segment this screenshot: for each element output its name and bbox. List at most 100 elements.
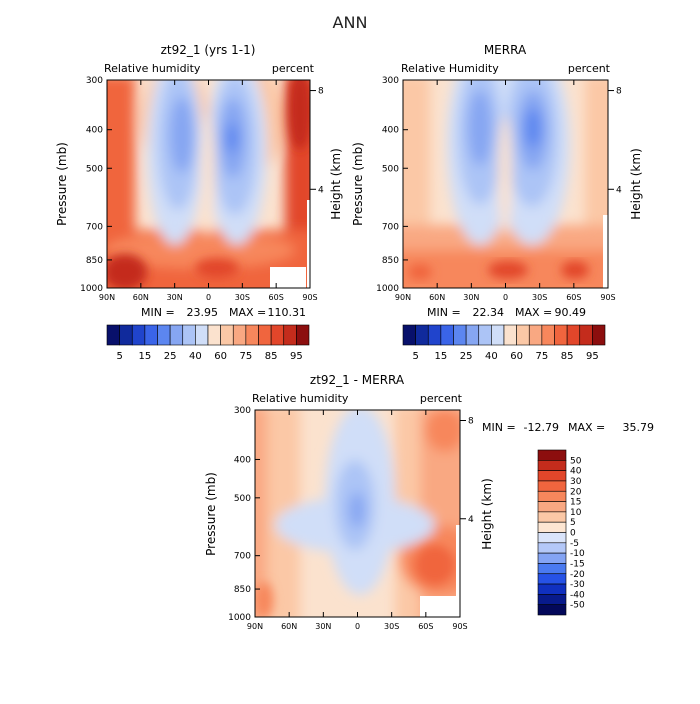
colorbar-swatch [537, 501, 567, 513]
x-tick-label: 90N [395, 293, 411, 302]
colorbar-swatch [537, 573, 567, 585]
y-axis-right-label: Height (km) [329, 148, 343, 219]
colorbar-label: -30 [570, 580, 585, 590]
contour-field [107, 80, 310, 288]
colorbar-label: 40 [189, 351, 202, 362]
colorbar-swatch [537, 542, 567, 554]
colorbar-label: 75 [536, 351, 549, 362]
colorbar-label: 25 [460, 351, 473, 362]
x-tick-label: 0 [355, 622, 360, 631]
x-tick-label: 60S [566, 293, 581, 302]
panel-title: zt92_1 - MERRA [310, 373, 405, 387]
colorbar-swatch [537, 521, 567, 533]
x-tick-label: 0 [206, 293, 211, 302]
colorbar-swatch [207, 324, 221, 346]
colorbar-label: 5 [570, 518, 576, 528]
units-label: percent [420, 392, 463, 405]
colorbar-label: 15 [435, 351, 448, 362]
contour-field [255, 410, 460, 617]
y-tick-label: 500 [86, 164, 103, 174]
y-tick-label: 500 [382, 164, 399, 174]
panel-difference: zt92_1 - MERRA Relative humidity percent [204, 373, 654, 631]
colorbar-swatch [537, 511, 567, 523]
colorbar-label: 60 [214, 351, 227, 362]
min-value: 22.34 [473, 306, 505, 319]
colorbar-swatch [427, 324, 442, 346]
y-tick-label: 850 [382, 256, 399, 266]
max-value: 35.79 [623, 421, 655, 434]
y-right-tick-label: 8 [468, 417, 474, 427]
max-label: MAX = [568, 421, 605, 434]
x-tick-label: 90S [452, 622, 467, 631]
colorbar-label: -50 [570, 601, 585, 611]
colorbar-swatch [537, 532, 567, 544]
colorbar-swatch [296, 324, 310, 346]
x-tick-label: 60N [429, 293, 445, 302]
y-tick-label: 1000 [228, 613, 251, 623]
colorbar-swatch [119, 324, 133, 346]
y-axis-label: Pressure (mb) [55, 142, 69, 226]
colorbar-swatch [592, 324, 606, 346]
y-right-tick-label: 4 [468, 515, 474, 525]
x-tick-label: 90S [600, 293, 615, 302]
colorbar-swatch [491, 324, 505, 346]
colorbar-label: 85 [265, 351, 278, 362]
colorbar-swatch [106, 324, 120, 346]
x-tick-label: 30S [235, 293, 250, 302]
x-tick-label: 30S [384, 622, 399, 631]
colorbar-swatch [169, 324, 184, 346]
colorbar-swatch [453, 324, 467, 346]
colorbar-label: 95 [586, 351, 599, 362]
colorbar-swatch [541, 324, 555, 346]
colorbar-label: -15 [570, 559, 585, 569]
colorbar-swatch [554, 324, 568, 346]
min-label: MIN = [427, 306, 461, 319]
y-axis-right-label: Height (km) [480, 478, 494, 549]
colorbar-swatch [440, 324, 454, 346]
min-value: -12.79 [524, 421, 559, 434]
colorbar-swatch [258, 324, 272, 346]
x-tick-label: 30N [167, 293, 183, 302]
colorbar-swatch [478, 324, 492, 346]
max-label: MAX = [229, 306, 266, 319]
colorbar-swatch [232, 324, 247, 346]
variable-label: Relative Humidity [401, 62, 499, 75]
colorbar-swatch [245, 324, 259, 346]
colorbar-label: 15 [139, 351, 152, 362]
x-tick-label: 60N [281, 622, 297, 631]
x-tick-label: 60N [133, 293, 149, 302]
colorbar-swatch [131, 324, 146, 346]
colorbar-label: 10 [570, 508, 582, 518]
colorbar-swatch [537, 583, 567, 595]
variable-label: Relative humidity [104, 62, 201, 75]
y-tick-label: 700 [86, 222, 103, 232]
colorbar-swatch [537, 449, 567, 461]
x-tick-label: 60S [269, 293, 284, 302]
contour-field [403, 80, 608, 288]
y-tick-label: 700 [382, 222, 399, 232]
max-value: 110.31 [268, 306, 307, 319]
panel-merra: MERRA Relative Humidity percent [351, 43, 643, 362]
min-label: MIN = [482, 421, 516, 434]
colorbar-label: 40 [570, 467, 582, 477]
y-tick-label: 300 [382, 76, 399, 86]
colorbar-swatch [537, 470, 567, 482]
colorbar-label: 50 [570, 456, 582, 466]
y-tick-label: 1000 [376, 284, 399, 294]
y-tick-label: 700 [234, 552, 251, 562]
x-tick-label: 30S [532, 293, 547, 302]
y-tick-label: 1000 [80, 284, 103, 294]
colorbar-swatch [566, 324, 581, 346]
colorbar-swatch [220, 324, 234, 346]
x-tick-label: 90S [302, 293, 317, 302]
y-right-tick-label: 4 [318, 185, 324, 195]
y-tick-label: 850 [86, 256, 103, 266]
colorbar-swatch [157, 324, 171, 346]
colorbar-label: 5 [116, 351, 122, 362]
colorbar-swatch [270, 324, 285, 346]
colorbar-swatch [579, 324, 593, 346]
colorbar-label: 60 [510, 351, 523, 362]
x-tick-label: 60S [418, 622, 433, 631]
